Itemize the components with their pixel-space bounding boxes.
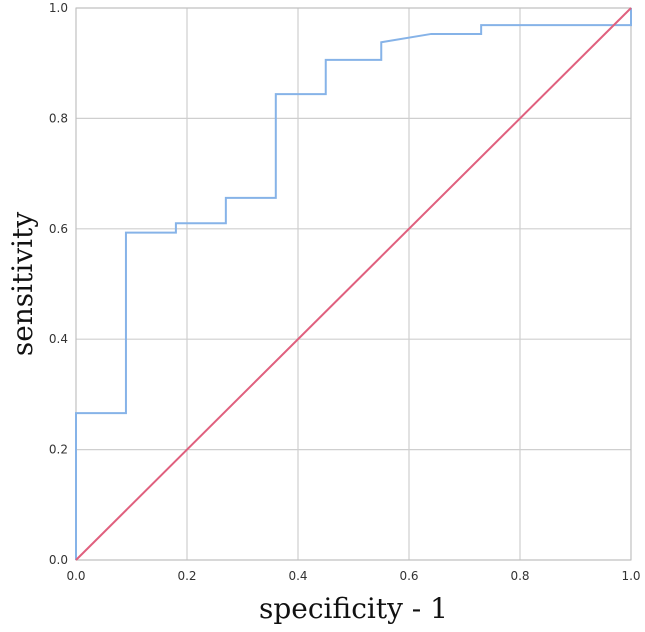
x-tick-label: 0.8 [510, 569, 529, 583]
y-tick-label: 0.0 [49, 553, 68, 567]
y-tick-label: 0.6 [49, 222, 68, 236]
x-tick-label: 1.0 [621, 569, 640, 583]
roc-curve-line [75, 8, 632, 560]
x-axis-title: specificity - 1 [259, 592, 448, 625]
x-tick-label: 0.6 [399, 569, 418, 583]
y-tick-label: 0.8 [49, 111, 68, 125]
y-tick-label: 0.4 [49, 332, 68, 346]
series-group [75, 7, 632, 561]
y-axis-title: sensitivity [6, 212, 39, 357]
y-tick-labels: 0.0 0.2 0.4 0.6 0.8 1.0 [49, 1, 68, 567]
reference-diagonal-line [75, 7, 632, 561]
plot-frame [75, 7, 632, 561]
y-tick-label: 0.2 [49, 443, 68, 457]
x-tick-label: 0.4 [288, 569, 307, 583]
x-tick-labels: 0.0 0.2 0.4 0.6 0.8 1.0 [66, 569, 640, 583]
y-tick-label: 1.0 [49, 1, 68, 15]
x-tick-label: 0.0 [66, 569, 85, 583]
x-tick-label: 0.2 [177, 569, 196, 583]
